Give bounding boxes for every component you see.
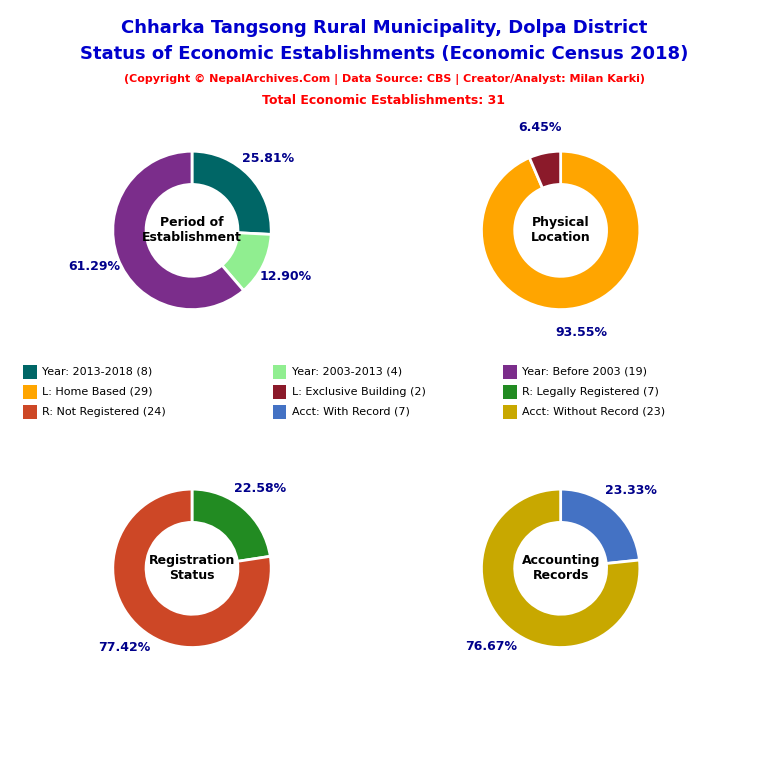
Text: 12.90%: 12.90% (260, 270, 312, 283)
Text: Period of
Establishment: Period of Establishment (142, 217, 242, 244)
Wedge shape (113, 151, 243, 310)
Text: 22.58%: 22.58% (234, 482, 286, 495)
Text: Year: Before 2003 (19): Year: Before 2003 (19) (522, 366, 647, 377)
Wedge shape (561, 489, 640, 564)
Text: Accounting
Records: Accounting Records (521, 554, 600, 582)
Text: 23.33%: 23.33% (604, 484, 657, 497)
Text: 76.67%: 76.67% (465, 640, 517, 653)
Text: 77.42%: 77.42% (98, 641, 150, 654)
Text: Physical
Location: Physical Location (531, 217, 591, 244)
Wedge shape (482, 489, 640, 647)
Text: Registration
Status: Registration Status (149, 554, 235, 582)
Text: Total Economic Establishments: 31: Total Economic Establishments: 31 (263, 94, 505, 107)
Text: Year: 2003-2013 (4): Year: 2003-2013 (4) (292, 366, 402, 377)
Wedge shape (192, 489, 270, 561)
Wedge shape (482, 151, 640, 310)
Wedge shape (529, 151, 561, 188)
Text: 25.81%: 25.81% (242, 152, 294, 165)
Wedge shape (222, 233, 271, 290)
Wedge shape (192, 151, 271, 234)
Text: Acct: Without Record (23): Acct: Without Record (23) (522, 406, 665, 417)
Text: Status of Economic Establishments (Economic Census 2018): Status of Economic Establishments (Econo… (80, 45, 688, 62)
Text: R: Not Registered (24): R: Not Registered (24) (42, 406, 166, 417)
Text: Chharka Tangsong Rural Municipality, Dolpa District: Chharka Tangsong Rural Municipality, Dol… (121, 19, 647, 37)
Text: (Copyright © NepalArchives.Com | Data Source: CBS | Creator/Analyst: Milan Karki: (Copyright © NepalArchives.Com | Data So… (124, 74, 644, 84)
Text: Year: 2013-2018 (8): Year: 2013-2018 (8) (42, 366, 153, 377)
Text: Acct: With Record (7): Acct: With Record (7) (292, 406, 409, 417)
Text: 61.29%: 61.29% (68, 260, 120, 273)
Text: 6.45%: 6.45% (518, 121, 561, 134)
Wedge shape (113, 489, 271, 647)
Text: L: Exclusive Building (2): L: Exclusive Building (2) (292, 386, 425, 397)
Text: R: Legally Registered (7): R: Legally Registered (7) (522, 386, 659, 397)
Text: 93.55%: 93.55% (556, 326, 607, 339)
Text: L: Home Based (29): L: Home Based (29) (42, 386, 153, 397)
